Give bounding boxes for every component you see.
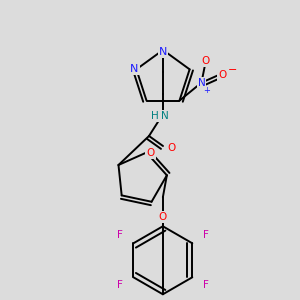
Text: N: N — [198, 78, 205, 88]
Text: N: N — [159, 47, 167, 57]
Text: O: O — [167, 143, 175, 153]
Text: O: O — [146, 148, 154, 158]
Text: −: − — [228, 65, 237, 75]
Text: H: H — [151, 111, 159, 121]
Text: N: N — [161, 111, 169, 121]
Text: F: F — [117, 280, 122, 290]
Text: F: F — [203, 280, 209, 290]
Text: F: F — [203, 230, 209, 240]
Text: +: + — [203, 86, 210, 95]
Text: F: F — [117, 230, 122, 240]
Text: O: O — [159, 212, 167, 222]
Text: O: O — [201, 56, 210, 66]
Text: O: O — [218, 70, 226, 80]
Text: N: N — [130, 64, 139, 74]
